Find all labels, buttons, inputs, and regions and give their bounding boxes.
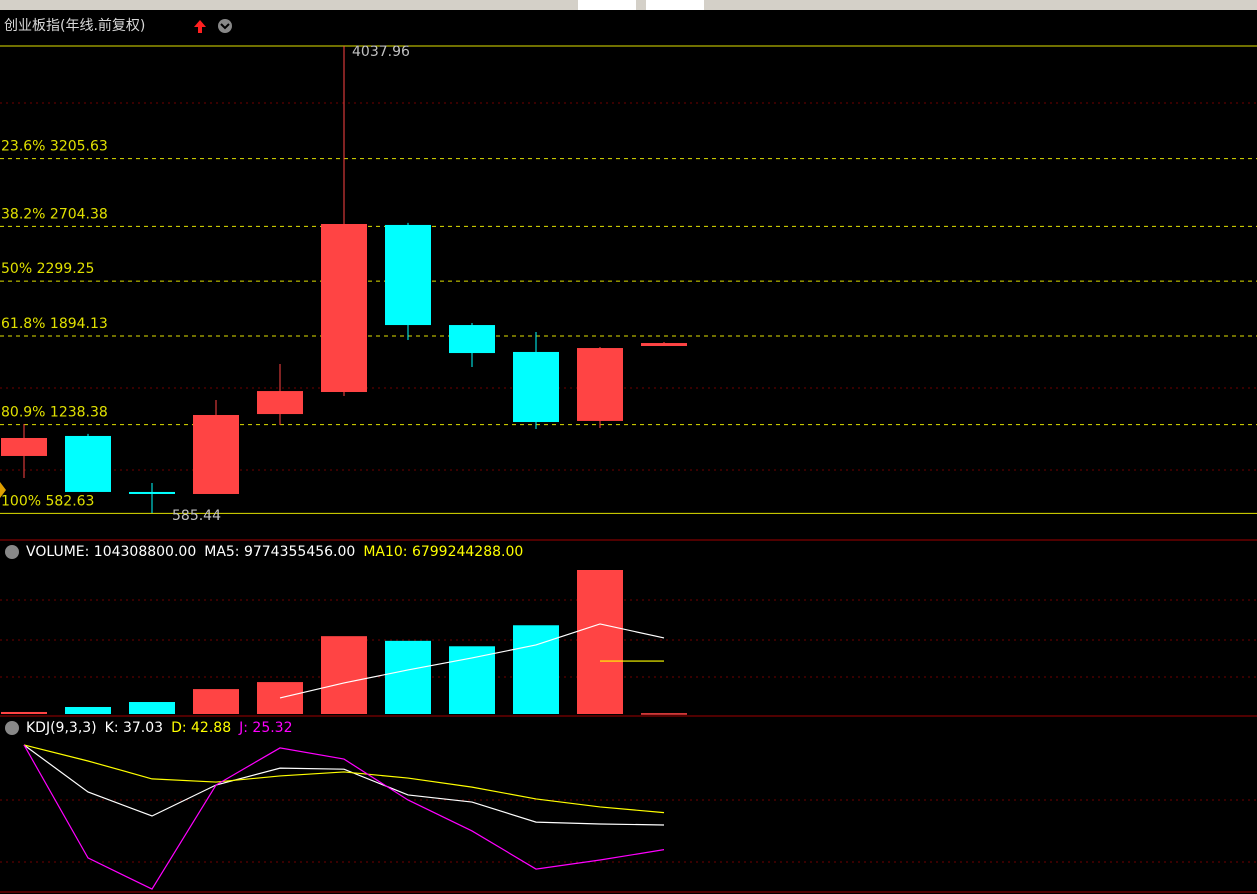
volume-bar [321, 636, 367, 714]
menu-icon[interactable] [5, 721, 19, 735]
volume-bar [129, 702, 175, 714]
low-label: 585.44 [172, 508, 221, 524]
volume-bar [193, 689, 239, 714]
fib-label: 80.9% 1238.38 [1, 405, 108, 421]
candle-body [513, 351, 559, 423]
ma5-line [279, 623, 665, 699]
up-arrow-icon[interactable] [194, 20, 206, 33]
candle-body [193, 414, 239, 494]
fib-label: 100% 582.63 [1, 493, 94, 509]
volume-bar [641, 713, 687, 715]
volume-bar [513, 625, 559, 714]
kdj-line [23, 744, 665, 826]
fib-label: 61.8% 1894.13 [1, 316, 108, 332]
fib-label: 23.6% 3205.63 [1, 139, 108, 155]
fib-label: 50% 2299.25 [1, 261, 94, 277]
kdj-line [23, 744, 665, 814]
volume-legend: MA10: 6799244288.00 [363, 544, 523, 560]
chart-title: 创业板指(年线.前复权) [4, 17, 145, 34]
candle-body [641, 343, 687, 347]
volume-bar [1, 711, 47, 714]
volume-bar [577, 570, 623, 714]
tab[interactable] [646, 0, 704, 10]
kdj-legend: KDJ(9,3,3) [26, 720, 97, 736]
candle-body [129, 491, 175, 494]
menu-icon[interactable] [5, 545, 19, 559]
candle-body [321, 224, 367, 392]
fib-label: 38.2% 2704.38 [1, 206, 108, 222]
menu-icon[interactable] [218, 19, 232, 33]
kdj-legend: D: 42.88 [171, 720, 231, 736]
high-label: 4037.96 [352, 44, 410, 60]
kdj-legend: K: 37.03 [105, 720, 163, 736]
volume-legend: MA5: 9774355456.00 [204, 544, 355, 560]
candle-body [257, 391, 303, 415]
volume-legend: VOLUME: 104308800.00 [26, 544, 196, 560]
volume-bar [449, 646, 495, 714]
kdj-legend: J: 25.32 [238, 720, 292, 736]
kdj-line [23, 744, 665, 890]
volume-bar [257, 682, 303, 714]
volume-bar [385, 640, 431, 714]
candle-body [577, 348, 623, 421]
tab[interactable] [578, 0, 636, 10]
candle-body [449, 325, 495, 354]
candle-body [385, 224, 431, 326]
candle-body [1, 437, 47, 456]
edge-marker [0, 482, 6, 498]
candle-body [65, 435, 111, 492]
volume-bar [65, 706, 111, 714]
menu-icon-chevron [220, 23, 230, 30]
